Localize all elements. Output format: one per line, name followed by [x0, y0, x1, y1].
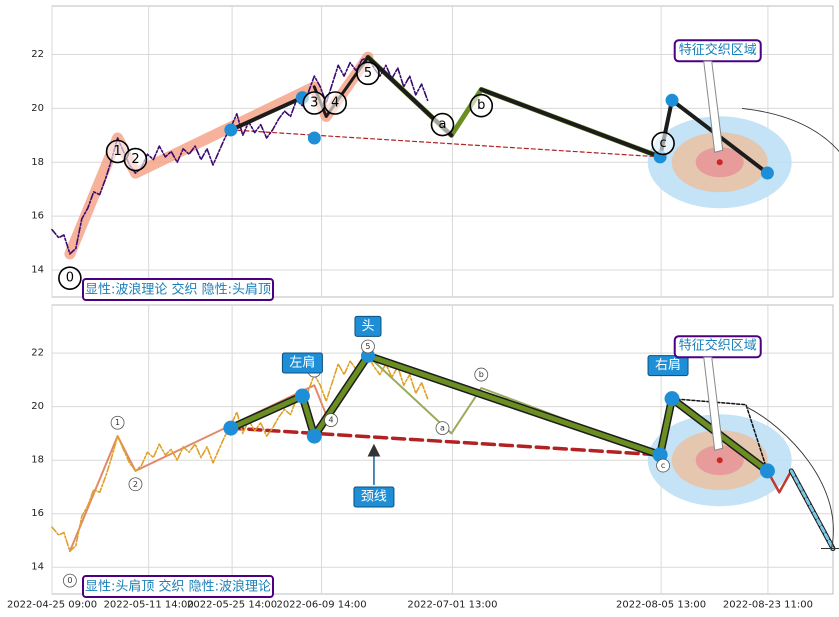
y-tick-label: 14: [31, 562, 44, 573]
right-shoulder-label: 右肩: [655, 357, 681, 373]
wave-label: 0: [66, 271, 74, 286]
wave-label: c: [660, 136, 667, 151]
hs-node: [652, 447, 668, 463]
wave-label-circle: [356, 61, 380, 86]
zone-label-box: [673, 39, 762, 63]
x-tick-label: 2022-05-25 14:00: [187, 600, 277, 611]
wave-label: c: [661, 461, 665, 470]
wave-label-circle: [435, 421, 450, 435]
wave-label: 5: [364, 66, 372, 81]
hs-node: [664, 391, 680, 407]
wave-label: 4: [328, 416, 333, 425]
wave-label-circle: [651, 131, 675, 156]
wave-label: 2: [133, 480, 138, 489]
wave-label: b: [477, 98, 485, 113]
y-tick-label: 16: [31, 211, 44, 222]
hs-node: [224, 123, 238, 137]
left-shoulder-label-box: [281, 352, 323, 374]
wave-label: b: [479, 370, 484, 379]
y-tick-label: 18: [31, 455, 44, 466]
wave-label-circle: [474, 367, 489, 382]
y-tick-label: 20: [31, 401, 44, 412]
pattern-tag: 显性:头肩顶 交织 隐性:波浪理论: [85, 579, 271, 595]
wave-label: a: [439, 117, 447, 132]
y-tick-label: 20: [31, 103, 44, 114]
hs-node: [294, 388, 310, 404]
x-axis: 2022-04-25 09:00 2022-05-11 14:002022-05-…: [7, 600, 813, 611]
head-label-box: [354, 315, 382, 337]
wave-label: 5: [365, 342, 370, 351]
wave-label-circle: [58, 266, 82, 290]
hs-node: [306, 428, 322, 444]
wave-label-circle: [110, 415, 125, 430]
pattern-tag: 显性:波浪理论 交织 隐性:头肩顶: [85, 282, 271, 298]
wave-label: 0: [67, 576, 72, 585]
pattern-tag-box: [82, 278, 274, 301]
left-shoulder-label: 左肩: [289, 354, 315, 370]
zone-label-box: [673, 335, 762, 359]
zone-arrow: [703, 356, 724, 451]
neckline-label: 颈线: [361, 489, 387, 504]
hs-node: [665, 93, 679, 107]
wave-label: 2: [131, 152, 139, 167]
hs-node: [759, 463, 775, 479]
x-tick-label: 2022-04-25 09:00: [7, 600, 97, 611]
projection-line: [789, 469, 835, 550]
head-label: 头: [361, 319, 374, 334]
zone-center: [716, 159, 723, 166]
zone-label: 特征交织区域: [679, 338, 757, 354]
bottom-panel: 1416182022012345abc左肩头右肩颈线特征交织区域显性:头肩顶 交…: [31, 304, 839, 598]
y-tick-label: 22: [31, 348, 44, 359]
x-tick-label: 2022-06-09 14:00: [276, 600, 366, 611]
forecast-arrow: [741, 107, 839, 153]
zone-arrow: [703, 60, 724, 153]
wave-label-circle: [123, 147, 148, 172]
right-shoulder-label-box: [647, 355, 689, 377]
projection-pullback: [766, 469, 793, 494]
x-tick-label: 2022-07-01 13:00: [407, 600, 497, 611]
x-tick-label: 2022-05-11 14:00: [104, 600, 194, 611]
neckline: [229, 426, 662, 457]
hs-node: [760, 166, 774, 180]
y-tick-label: 14: [31, 265, 44, 276]
wave-label: 1: [113, 144, 121, 159]
y-tick-label: 16: [31, 508, 44, 519]
zone-label: 特征交织区域: [679, 42, 757, 58]
wave-label-circle: [656, 458, 670, 473]
hs-node: [307, 131, 321, 145]
rs-extension: [671, 397, 769, 472]
wave-label-circle: [361, 339, 375, 354]
hs-leg: [228, 95, 305, 132]
hs-node: [223, 420, 239, 436]
hs-leg: [479, 87, 663, 159]
wave-label: a: [440, 424, 445, 433]
wave-label: 4: [331, 96, 339, 111]
wave-label-circle: [323, 91, 347, 115]
wave-label: 3: [310, 96, 318, 111]
y-tick-label: 18: [31, 157, 44, 168]
neckline: [230, 129, 661, 158]
forecast-arrow: [745, 406, 834, 551]
wave-label-circle: [469, 93, 494, 118]
pattern-tag-box: [82, 575, 274, 598]
wave-label-circle: [324, 413, 338, 427]
zone-center: [716, 457, 723, 464]
wave-label-circle: [430, 112, 455, 137]
wave-label-circle: [128, 477, 143, 492]
wave-label-circle: [62, 573, 77, 588]
x-tick-label: 2022-08-23 11:00: [723, 600, 813, 611]
x-tick-label: 2022-08-05 13:00: [616, 600, 706, 611]
wave-label: 1: [115, 418, 120, 427]
y-tick-label: 22: [31, 49, 44, 60]
neckline-label-box: [353, 486, 395, 508]
